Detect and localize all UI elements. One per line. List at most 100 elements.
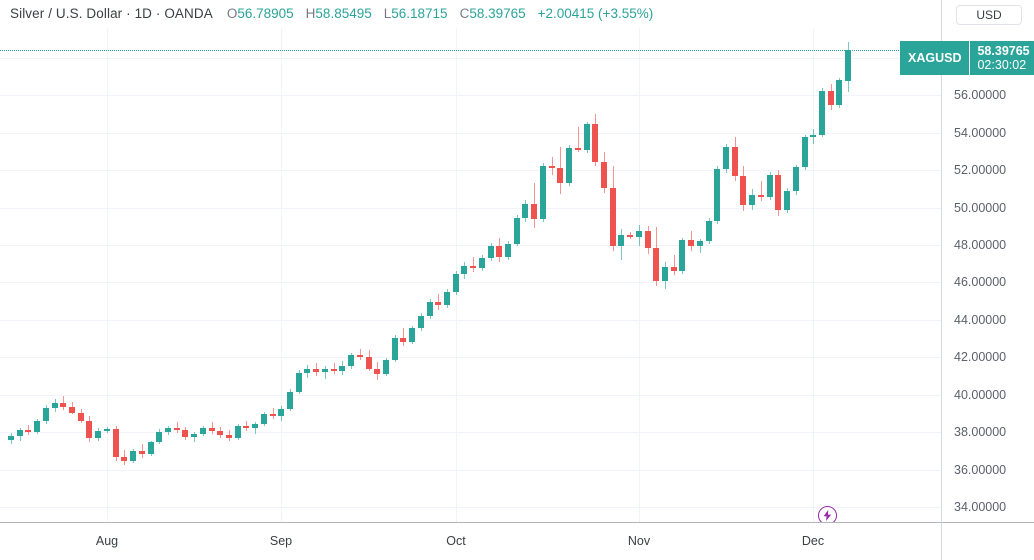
- chart-plot-area[interactable]: [0, 28, 941, 522]
- candle-wick: [761, 181, 762, 202]
- candle-wick: [28, 424, 29, 435]
- time-tick-label: Nov: [627, 534, 651, 548]
- price-tag-symbol: XAGUSD: [900, 41, 971, 76]
- candle-body: [819, 90, 825, 135]
- candle-body: [60, 403, 66, 407]
- price-tick-label: 42.00000: [954, 350, 1007, 365]
- candle-body: [357, 355, 363, 358]
- candle-body: [802, 137, 808, 168]
- candle-body: [427, 302, 433, 317]
- candle-body: [679, 240, 685, 272]
- price-tick-label: 38.00000: [954, 425, 1007, 440]
- candle-body: [697, 241, 703, 246]
- symbol-title[interactable]: Silver / U.S. Dollar · 1D · OANDA: [10, 6, 213, 21]
- candle-body: [714, 169, 720, 221]
- candle-body: [601, 161, 607, 188]
- lightning-icon[interactable]: [818, 506, 837, 522]
- candle-body: [758, 194, 764, 198]
- candle-body: [618, 234, 624, 246]
- candle-body: [645, 231, 651, 248]
- candle-body: [557, 168, 563, 184]
- candle-wick: [578, 127, 579, 153]
- current-price-line: [0, 50, 941, 52]
- time-axis[interactable]: Aug Sep Oct Nov Dec: [0, 522, 941, 560]
- low-number: 56.18715: [391, 6, 448, 21]
- candle-body: [836, 80, 842, 105]
- candle-body: [113, 429, 119, 457]
- open-label: O: [226, 6, 238, 21]
- price-tick-label: 52.00000: [954, 163, 1007, 178]
- high-label: H: [305, 6, 316, 21]
- candle-wick: [177, 421, 178, 434]
- currency-button[interactable]: USD: [956, 5, 1022, 25]
- current-price-tag[interactable]: XAGUSD 58.39765 02:30:02: [900, 41, 1034, 76]
- candle-body: [191, 434, 197, 437]
- gridline-horizontal: [0, 95, 941, 97]
- candle-body: [409, 328, 415, 343]
- price-tick-label: 54.00000: [954, 125, 1007, 140]
- candle-body: [444, 291, 450, 305]
- candle-body: [461, 265, 467, 275]
- candle-body: [43, 407, 49, 421]
- candle-body: [505, 244, 511, 258]
- close-value: C58.39765: [460, 5, 526, 23]
- candle-body: [8, 435, 14, 440]
- candle-body: [95, 431, 101, 438]
- gridline-vertical: [281, 28, 282, 522]
- candle-body: [366, 357, 372, 369]
- candle-wick: [273, 407, 274, 420]
- candle-body: [331, 368, 337, 372]
- gridline-horizontal: [0, 319, 941, 321]
- candle-body: [514, 217, 520, 245]
- candle-body: [392, 337, 398, 361]
- candle-body: [610, 187, 616, 246]
- candle-body: [25, 430, 31, 433]
- candle-body: [522, 203, 528, 218]
- price-tag-values: 58.39765 02:30:02: [970, 41, 1034, 76]
- price-tick-label: 34.00000: [954, 500, 1007, 515]
- candle-body: [235, 425, 241, 438]
- high-value: H58.85495: [306, 5, 372, 23]
- gridline-horizontal: [0, 57, 941, 59]
- price-tick-label: 44.00000: [954, 312, 1007, 327]
- candle-body: [86, 420, 92, 438]
- candle-body: [69, 406, 75, 413]
- low-label: L: [383, 6, 392, 21]
- price-tick-label: 46.00000: [954, 275, 1007, 290]
- candle-body: [217, 431, 223, 435]
- candle-body: [313, 369, 319, 373]
- candle-body: [575, 147, 581, 150]
- bolt-glyph: [823, 510, 832, 521]
- candle-wick: [674, 255, 675, 275]
- candle-body: [278, 408, 284, 417]
- candle-body: [243, 425, 249, 429]
- candle-body: [226, 434, 232, 438]
- candle-body: [400, 337, 406, 343]
- candle-body: [104, 429, 110, 432]
- open-value: O56.78905: [227, 5, 294, 23]
- candle-body: [374, 368, 380, 375]
- change-value: +2.00415 (+3.55%): [537, 6, 654, 21]
- candle-body: [584, 124, 590, 150]
- candle-body: [775, 174, 781, 211]
- candle-body: [749, 194, 755, 205]
- gridline-horizontal: [0, 282, 941, 284]
- low-value: L56.18715: [384, 5, 448, 23]
- chart-legend: Silver / U.S. Dollar · 1D · OANDA O56.78…: [10, 5, 653, 23]
- price-axis[interactable]: USD 58.0000056.0000054.0000052.0000050.0…: [941, 0, 1034, 522]
- candle-body: [793, 167, 799, 191]
- price-tick-label: 48.00000: [954, 238, 1007, 253]
- time-tick-label: Aug: [95, 534, 119, 548]
- candle-body: [287, 391, 293, 409]
- candle-body: [732, 146, 738, 176]
- ohlc-values: O56.78905 H58.85495 L56.18715 C58.39765: [227, 5, 526, 23]
- gridline-horizontal: [0, 432, 941, 434]
- close-number: 58.39765: [469, 6, 526, 21]
- high-number: 58.85495: [315, 6, 372, 21]
- candle-body: [52, 403, 58, 408]
- gridline-horizontal: [0, 507, 941, 509]
- candle-body: [453, 274, 459, 292]
- candle-body: [845, 50, 851, 81]
- gridline-horizontal: [0, 170, 941, 172]
